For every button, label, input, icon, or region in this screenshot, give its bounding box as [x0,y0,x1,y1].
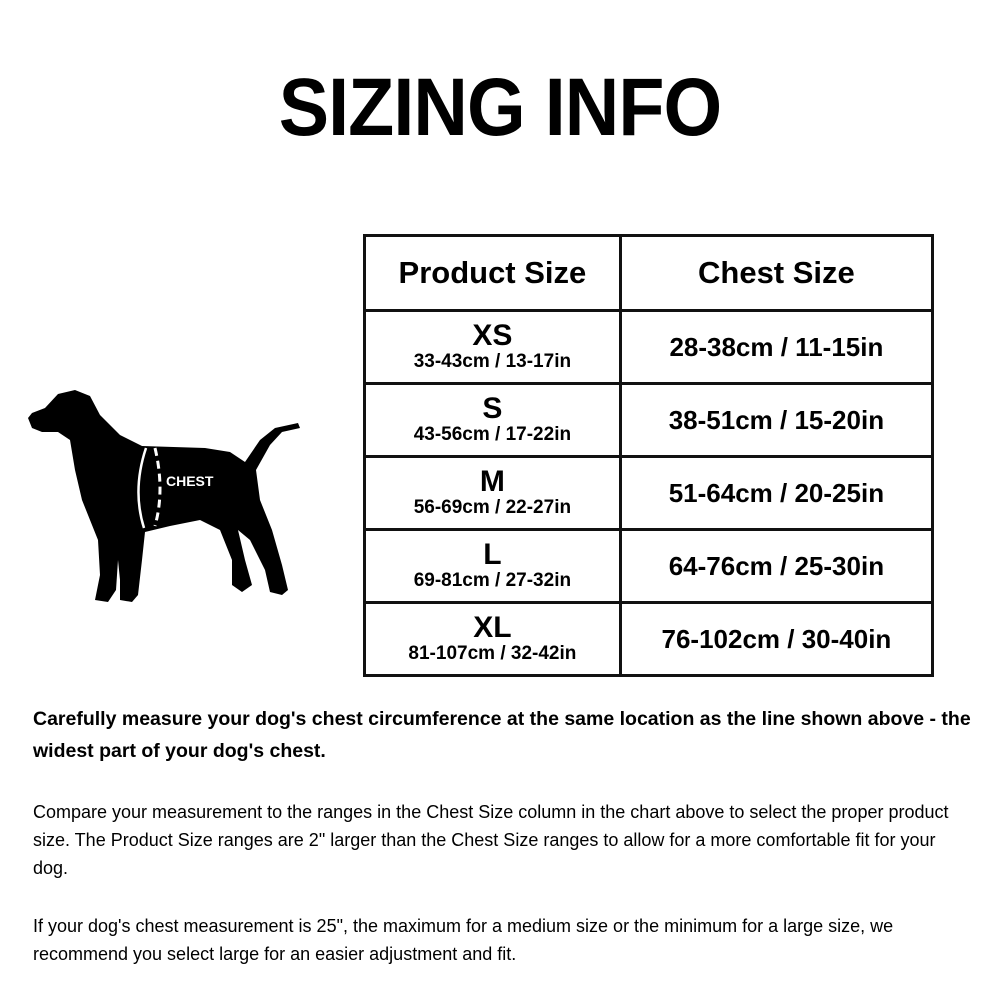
measure-note: Carefully measure your dog's chest circu… [33,708,971,762]
product-range: 33-43cm / 13-17in [413,351,572,372]
table-row: XL 81-107cm / 32-42in 76-102cm / 30-40in [363,601,935,677]
recommendation-paragraph: If your dog's chest measurement is 25", … [33,916,894,964]
product-size-cell: XL 81-107cm / 32-42in [363,601,622,677]
header-chest-size: Chest Size [618,234,935,312]
size-label: M [479,465,505,498]
chest-range: 51-64cm / 20-25in [618,455,935,531]
size-label: XL [473,611,512,644]
header-product-size: Product Size [363,234,622,312]
sizing-table: Product Size Chest Size XS 33-43cm / 13-1… [363,234,935,677]
dog-silhouette-illustration: CHEST [28,390,300,602]
chest-label: CHEST [166,473,214,489]
product-size-cell: M 56-69cm / 22-27in [363,455,622,531]
chest-range: 76-102cm / 30-40in [618,601,935,677]
size-label: S [482,392,503,425]
chest-range: 28-38cm / 11-15in [618,309,935,385]
product-size-cell: S 43-56cm / 17-22in [363,382,622,458]
table-row: S 43-56cm / 17-22in 38-51cm / 15-20in [363,382,935,458]
table-row: M 56-69cm / 22-27in 51-64cm / 20-25in [363,455,935,531]
product-size-cell: L 69-81cm / 27-32in [363,528,622,604]
table-header-row: Product Size Chest Size [363,234,935,312]
product-size-cell: XS 33-43cm / 13-17in [363,309,622,385]
size-label: XS [472,319,513,352]
chest-line-solid [137,447,148,529]
compare-paragraph: Compare your measurement to the ranges i… [33,802,949,878]
product-range: 69-81cm / 27-32in [413,570,572,591]
page-title: SIZING INFO [278,62,722,153]
table-row: XS 33-43cm / 13-17in 28-38cm / 11-15in [363,309,935,385]
product-range: 56-69cm / 22-27in [413,497,572,518]
chest-range: 38-51cm / 15-20in [618,382,935,458]
chest-line-dashed [153,447,162,527]
product-range: 43-56cm / 17-22in [413,424,572,445]
chest-range: 64-76cm / 25-30in [618,528,935,604]
size-label: L [483,538,502,571]
table-row: L 69-81cm / 27-32in 64-76cm / 25-30in [363,528,935,604]
dog-silhouette [28,390,300,602]
product-range: 81-107cm / 32-42in [408,643,577,664]
